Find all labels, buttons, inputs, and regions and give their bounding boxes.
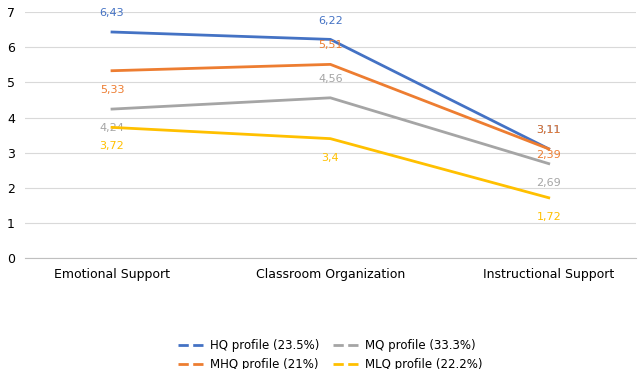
Text: 3,11: 3,11 <box>536 125 561 135</box>
Text: 6,22: 6,22 <box>318 15 343 25</box>
Text: 4,56: 4,56 <box>318 74 343 84</box>
Text: 2,39: 2,39 <box>536 150 561 160</box>
Text: 5,33: 5,33 <box>100 85 124 94</box>
Text: 1,72: 1,72 <box>536 212 561 222</box>
Text: 3,4: 3,4 <box>322 152 339 162</box>
Text: 3,11: 3,11 <box>536 125 561 135</box>
Legend: HQ profile (23.5%), MHQ profile (21%), MQ profile (33.3%), MLQ profile (22.2%): HQ profile (23.5%), MHQ profile (21%), M… <box>178 339 483 369</box>
Text: 3,72: 3,72 <box>100 141 124 151</box>
Text: 4,24: 4,24 <box>100 123 125 133</box>
Text: 5,51: 5,51 <box>318 41 343 51</box>
Text: 2,69: 2,69 <box>536 177 561 187</box>
Text: 6,43: 6,43 <box>100 8 124 18</box>
